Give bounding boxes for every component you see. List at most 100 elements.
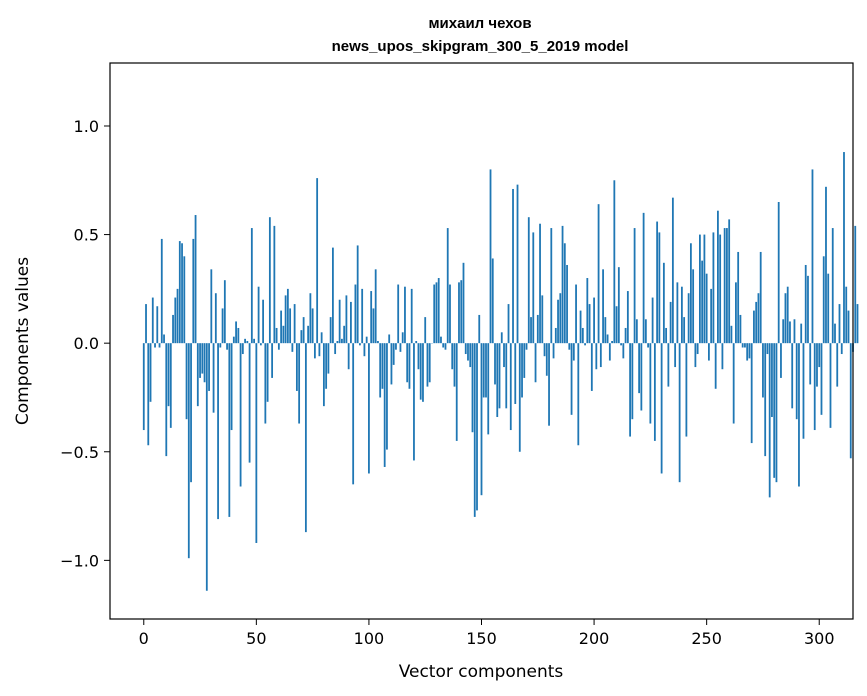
- bar-91: [347, 343, 350, 370]
- bar-40: [232, 336, 235, 344]
- bar-138: [453, 343, 456, 387]
- bar-160: [503, 343, 505, 368]
- bar-301: [820, 343, 823, 415]
- bar-34: [219, 343, 222, 348]
- bar-134: [444, 343, 447, 350]
- x-tick-label-200: 200: [579, 629, 610, 648]
- bar-115: [401, 332, 404, 344]
- bar-48: [250, 228, 253, 344]
- bar-163: [509, 343, 512, 431]
- bar-310: [840, 343, 843, 355]
- bar-238: [678, 343, 681, 483]
- bar-239: [680, 286, 683, 344]
- bar-303: [825, 186, 827, 344]
- bar-144: [467, 343, 469, 361]
- bar-84: [332, 247, 334, 344]
- bar-81: [325, 343, 328, 389]
- bar-231: [662, 262, 665, 344]
- bar-273: [757, 293, 760, 344]
- bar-59: [275, 327, 278, 344]
- bar-198: [588, 304, 591, 344]
- bar-297: [811, 169, 814, 344]
- bar-130: [435, 282, 438, 344]
- bar-221: [640, 343, 643, 411]
- bar-86: [336, 341, 339, 344]
- bars-group: [142, 152, 859, 591]
- y-tick-label-4: 1.0: [74, 117, 99, 136]
- bar-14: [174, 297, 177, 344]
- bar-21: [190, 343, 192, 483]
- bar-288: [791, 343, 794, 409]
- bar-290: [795, 343, 798, 420]
- bar-110: [390, 343, 393, 385]
- bar-263: [735, 282, 737, 344]
- bar-156: [494, 343, 496, 385]
- bar-57: [271, 343, 274, 378]
- bar-139: [455, 343, 458, 441]
- bar-258: [723, 228, 726, 344]
- bar-43: [239, 343, 242, 487]
- bar-13: [172, 314, 174, 344]
- bar-135: [446, 228, 449, 344]
- bar-209: [613, 180, 616, 344]
- bar-122: [417, 343, 420, 370]
- bar-152: [485, 343, 487, 398]
- bar-150: [480, 343, 483, 496]
- bar-252: [710, 288, 713, 344]
- bar-50: [255, 343, 258, 543]
- bar-97: [361, 288, 364, 344]
- bar-188: [566, 264, 568, 344]
- bar-146: [471, 343, 474, 433]
- y-tick-label-2: 0.0: [74, 334, 99, 353]
- bar-95: [356, 245, 359, 344]
- bar-0: [142, 343, 145, 431]
- bar-132: [440, 336, 442, 344]
- bar-191: [572, 343, 575, 361]
- bar-308: [836, 343, 839, 387]
- bar-49: [253, 338, 255, 344]
- bar-223: [644, 319, 647, 344]
- bar-237: [676, 282, 679, 344]
- y-tick-label-0: −1.0: [60, 551, 99, 570]
- bar-184: [557, 299, 559, 344]
- bar-213: [622, 343, 625, 359]
- bar-251: [708, 343, 710, 361]
- x-tick-label-150: 150: [466, 629, 497, 648]
- bar-11: [167, 343, 170, 407]
- bar-107: [383, 343, 386, 467]
- bar-177: [541, 295, 544, 344]
- bar-158: [498, 343, 501, 409]
- bar-94: [354, 284, 357, 344]
- bar-124: [422, 343, 424, 402]
- bar-299: [816, 343, 818, 387]
- bar-186: [561, 225, 564, 344]
- bar-210: [615, 306, 618, 344]
- bar-215: [626, 291, 629, 344]
- bar-141: [460, 280, 463, 344]
- y-tick-label-3: 0.5: [74, 226, 99, 245]
- bar-197: [586, 278, 589, 344]
- bar-2: [147, 343, 150, 446]
- bar-16: [178, 241, 181, 344]
- bar-161: [505, 343, 508, 409]
- bar-270: [750, 343, 753, 444]
- bar-113: [397, 284, 400, 344]
- bar-42: [237, 327, 240, 344]
- bar-112: [395, 343, 397, 350]
- bar-35: [221, 308, 224, 344]
- x-tick-label-100: 100: [354, 629, 385, 648]
- bar-92: [350, 301, 352, 344]
- bar-157: [496, 343, 499, 418]
- bar-100: [368, 343, 370, 474]
- bar-169: [523, 343, 526, 378]
- bar-69: [298, 343, 301, 424]
- bar-165: [514, 343, 517, 404]
- bar-307: [834, 323, 836, 344]
- bar-154: [489, 169, 492, 344]
- bar-317: [856, 304, 859, 344]
- bar-18: [183, 256, 186, 344]
- bar-271: [753, 310, 755, 344]
- bar-200: [593, 297, 595, 344]
- bar-284: [782, 319, 785, 344]
- bar-4: [151, 297, 154, 344]
